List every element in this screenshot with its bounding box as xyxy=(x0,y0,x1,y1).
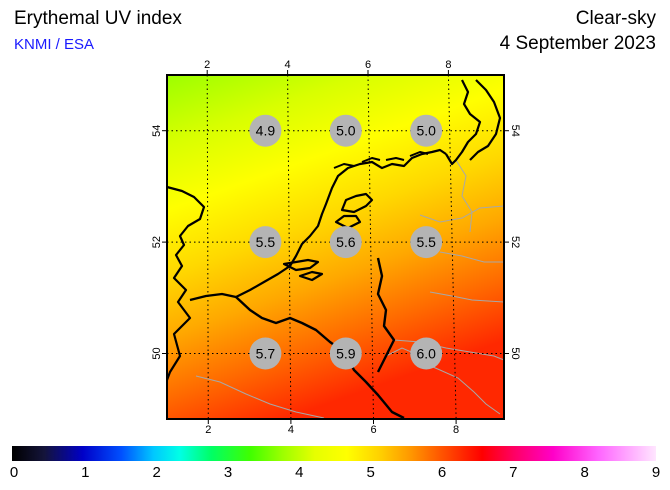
station-uv-value: 5.0 xyxy=(416,123,436,139)
meridian-line xyxy=(206,74,209,420)
right-lat-label: 52 xyxy=(509,236,521,248)
bottom-lon-label: 6 xyxy=(370,424,376,436)
map-title: Erythemal UV index xyxy=(14,8,182,29)
top-lon-label: 4 xyxy=(285,59,291,71)
right-lat-label: 50 xyxy=(509,347,521,359)
left-lat-label: 54 xyxy=(151,125,163,137)
bottom-lon-label: 2 xyxy=(205,424,211,436)
station-markers: 4.9 5.0 5.0 5.5 5.6 5.5 5.7 5.9 6.0 xyxy=(249,114,443,370)
station-marker xyxy=(410,114,443,147)
station-marker xyxy=(410,226,443,259)
station-uv-value: 5.7 xyxy=(256,346,276,362)
coastlines xyxy=(165,79,502,420)
meridian-line xyxy=(447,74,457,420)
uv-colorbar xyxy=(12,446,656,461)
meridian-line xyxy=(367,74,374,420)
top-lon-label: 6 xyxy=(365,59,371,71)
station-uv-value: 5.6 xyxy=(336,234,356,250)
colorbar-label: 1 xyxy=(81,464,90,481)
station-uv-value: 6.0 xyxy=(416,346,436,362)
station-uv-value: 5.5 xyxy=(256,234,276,250)
colorbar-label: 7 xyxy=(509,464,518,481)
station-uv-value: 5.0 xyxy=(336,123,356,139)
left-lat-label: 50 xyxy=(151,347,163,359)
colorbar-label: 5 xyxy=(366,464,375,481)
bottom-lon-label: 8 xyxy=(453,424,459,436)
colorbar-label: 9 xyxy=(651,464,661,481)
colorbar-label: 6 xyxy=(437,464,447,481)
data-source-label: KNMI / ESA xyxy=(14,36,95,53)
axis-tick-labels: 2 4 6 8 2 4 6 8 50 50 52 52 54 54 xyxy=(151,59,521,436)
top-lon-label: 2 xyxy=(204,59,210,71)
station-uv-value: 5.5 xyxy=(416,234,436,250)
sky-condition-label: Clear-sky xyxy=(575,8,656,29)
station-marker xyxy=(329,114,362,147)
colorbar-label: 8 xyxy=(580,464,589,481)
bottom-lon-label: 4 xyxy=(288,424,294,436)
right-lat-label: 54 xyxy=(509,125,521,137)
top-lon-label: 8 xyxy=(445,59,451,71)
station-marker xyxy=(410,337,443,370)
colorbar-label: 0 xyxy=(9,464,19,481)
station-marker xyxy=(329,337,362,370)
station-marker xyxy=(249,226,282,259)
station-uv-value: 4.9 xyxy=(256,123,276,139)
station-marker xyxy=(249,114,282,147)
map-ticks xyxy=(162,70,509,424)
left-lat-label: 52 xyxy=(151,236,163,248)
colorbar-label: 4 xyxy=(295,464,304,481)
colorbar-label: 2 xyxy=(152,464,161,481)
station-marker xyxy=(249,337,282,370)
graticule xyxy=(167,74,504,420)
map-frame xyxy=(166,74,505,420)
meridian-line xyxy=(287,74,292,420)
station-marker xyxy=(329,226,362,259)
colorbar-label: 3 xyxy=(223,464,233,481)
station-uv-value: 5.9 xyxy=(336,346,356,362)
date-label: 4 September 2023 xyxy=(499,33,656,54)
